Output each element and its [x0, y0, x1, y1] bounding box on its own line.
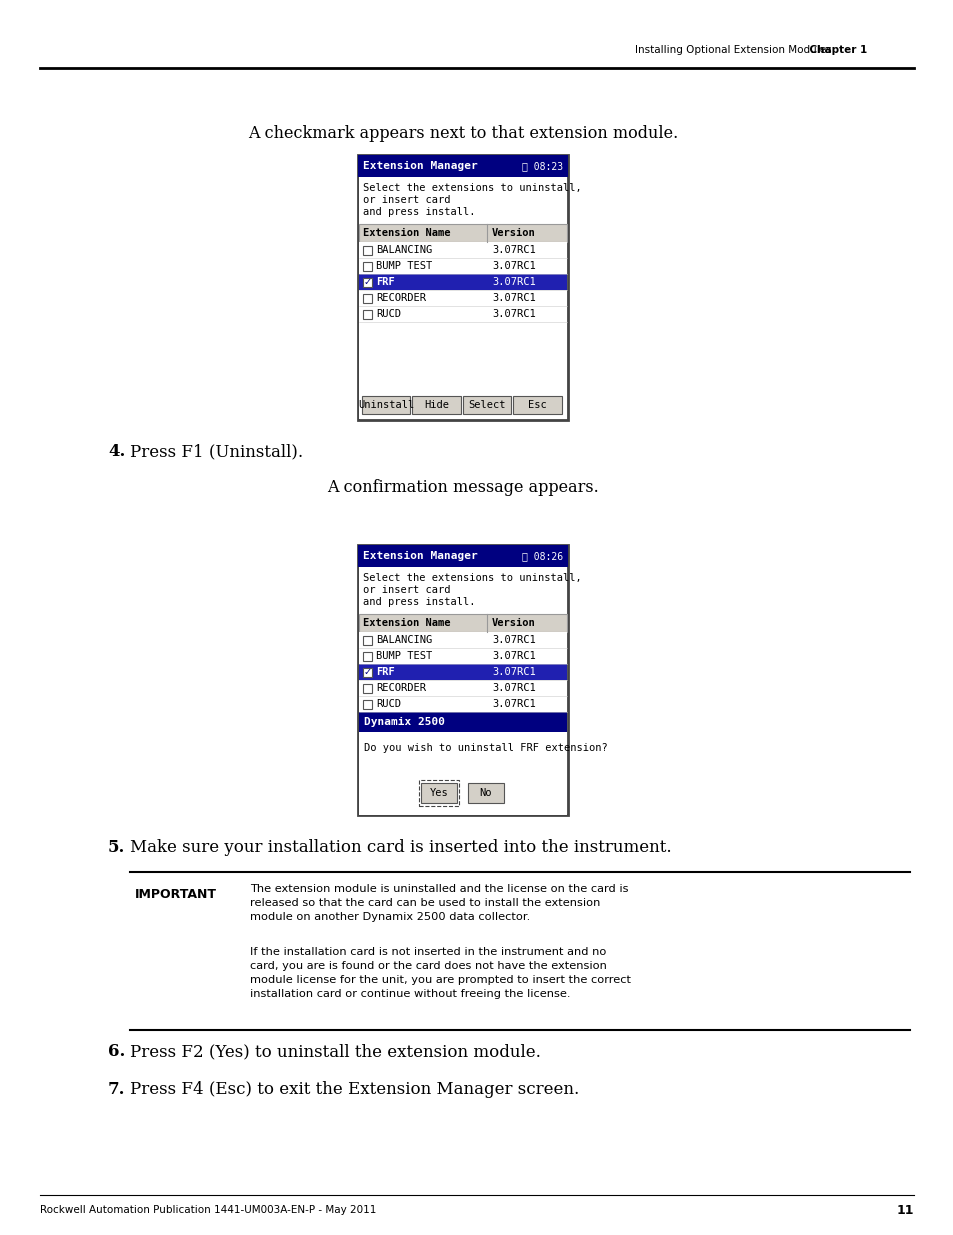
Text: 4.: 4. — [108, 443, 125, 461]
Bar — [363, 699, 372, 709]
Text: 5.: 5. — [108, 840, 125, 857]
Text: Extension Name: Extension Name — [363, 618, 450, 629]
Bar — [358, 242, 566, 258]
Text: 3.07RC1: 3.07RC1 — [492, 309, 536, 319]
Text: 3.07RC1: 3.07RC1 — [492, 651, 536, 661]
Text: 7.: 7. — [108, 1082, 126, 1098]
Text: Select: Select — [468, 400, 505, 410]
Text: Version: Version — [492, 618, 536, 629]
Text: 6.: 6. — [108, 1044, 125, 1061]
Text: RECORDER: RECORDER — [375, 293, 426, 303]
Text: No: No — [479, 788, 492, 798]
Bar — [358, 322, 566, 394]
Text: 3.07RC1: 3.07RC1 — [492, 245, 536, 254]
Bar — [513, 396, 561, 414]
Bar — [358, 567, 566, 814]
Text: Press F2 (Yes) to uninstall the extension module.: Press F2 (Yes) to uninstall the extensio… — [130, 1044, 540, 1061]
Text: Hide: Hide — [424, 400, 449, 410]
Text: RECORDER: RECORDER — [375, 683, 426, 693]
Bar — [358, 713, 566, 732]
Bar — [357, 156, 567, 420]
Text: Extension Name: Extension Name — [363, 228, 450, 238]
Text: and press install.: and press install. — [363, 597, 475, 606]
Bar — [468, 783, 503, 803]
Text: 3.07RC1: 3.07RC1 — [492, 293, 536, 303]
Text: ✓: ✓ — [363, 277, 371, 287]
Text: A confirmation message appears.: A confirmation message appears. — [327, 478, 598, 495]
Bar — [363, 294, 372, 303]
Text: or insert card: or insert card — [363, 195, 450, 205]
Bar — [412, 396, 460, 414]
Bar — [357, 545, 567, 815]
Text: ① 08:23: ① 08:23 — [521, 161, 562, 170]
Bar — [358, 614, 566, 632]
Bar — [462, 396, 511, 414]
Bar — [357, 156, 567, 177]
Bar — [363, 667, 372, 677]
Text: Do you wish to uninstall FRF extension?: Do you wish to uninstall FRF extension? — [364, 743, 607, 753]
Bar — [358, 648, 566, 664]
Text: 3.07RC1: 3.07RC1 — [492, 667, 536, 677]
Text: BALANCING: BALANCING — [375, 635, 432, 645]
Text: ① 08:26: ① 08:26 — [521, 551, 562, 561]
Bar — [358, 306, 566, 322]
Text: Chapter 1: Chapter 1 — [794, 44, 866, 56]
Text: IMPORTANT: IMPORTANT — [135, 888, 216, 900]
Bar — [358, 224, 566, 242]
Text: 3.07RC1: 3.07RC1 — [492, 635, 536, 645]
Bar — [363, 246, 372, 254]
Text: and press install.: and press install. — [363, 207, 475, 217]
Text: Select the extensions to uninstall,: Select the extensions to uninstall, — [363, 183, 581, 193]
Text: RUCD: RUCD — [375, 309, 400, 319]
Bar — [363, 262, 372, 270]
Text: or insert card: or insert card — [363, 585, 450, 595]
Text: Dynamix 2500: Dynamix 2500 — [364, 718, 444, 727]
Text: Press F1 (Uninstall).: Press F1 (Uninstall). — [130, 443, 303, 461]
Text: ✓: ✓ — [363, 667, 371, 677]
Text: 11: 11 — [896, 1203, 913, 1216]
Text: BALANCING: BALANCING — [375, 245, 432, 254]
Bar — [418, 781, 458, 806]
Text: BUMP TEST: BUMP TEST — [375, 261, 432, 270]
Bar — [363, 652, 372, 661]
Bar — [363, 310, 372, 319]
Bar — [363, 636, 372, 645]
Bar — [420, 783, 456, 803]
Text: Installing Optional Extension Modules: Installing Optional Extension Modules — [635, 44, 831, 56]
Text: Extension Manager: Extension Manager — [363, 161, 477, 170]
Bar — [358, 632, 566, 648]
Bar — [358, 697, 566, 713]
Bar — [358, 732, 566, 815]
Text: Esc: Esc — [528, 400, 547, 410]
Text: Make sure your installation card is inserted into the instrument.: Make sure your installation card is inse… — [130, 840, 671, 857]
Text: Select the extensions to uninstall,: Select the extensions to uninstall, — [363, 573, 581, 583]
Text: 3.07RC1: 3.07RC1 — [492, 261, 536, 270]
Text: Version: Version — [492, 228, 536, 238]
Text: FRF: FRF — [375, 277, 395, 287]
Bar — [358, 258, 566, 274]
Bar — [358, 680, 566, 697]
Bar — [358, 274, 566, 290]
Bar — [358, 290, 566, 306]
Text: Extension Manager: Extension Manager — [363, 551, 477, 561]
Text: Uninstall: Uninstall — [357, 400, 414, 410]
Text: The extension module is uninstalled and the license on the card is
released so t: The extension module is uninstalled and … — [250, 884, 628, 923]
Bar — [363, 683, 372, 693]
Text: RUCD: RUCD — [375, 699, 400, 709]
Text: Yes: Yes — [429, 788, 448, 798]
Text: 3.07RC1: 3.07RC1 — [492, 699, 536, 709]
Bar — [358, 177, 566, 419]
Bar — [358, 664, 566, 680]
Text: 3.07RC1: 3.07RC1 — [492, 683, 536, 693]
Text: Press F4 (Esc) to exit the Extension Manager screen.: Press F4 (Esc) to exit the Extension Man… — [130, 1082, 578, 1098]
Bar — [357, 545, 567, 567]
Bar — [361, 396, 410, 414]
Text: A checkmark appears next to that extension module.: A checkmark appears next to that extensi… — [248, 125, 678, 142]
Text: 3.07RC1: 3.07RC1 — [492, 277, 536, 287]
Bar — [363, 278, 372, 287]
Text: Rockwell Automation Publication 1441-UM003A-EN-P - May 2011: Rockwell Automation Publication 1441-UM0… — [40, 1205, 376, 1215]
Text: If the installation card is not inserted in the instrument and no
card, you are : If the installation card is not inserted… — [250, 947, 630, 999]
Text: BUMP TEST: BUMP TEST — [375, 651, 432, 661]
Text: FRF: FRF — [375, 667, 395, 677]
